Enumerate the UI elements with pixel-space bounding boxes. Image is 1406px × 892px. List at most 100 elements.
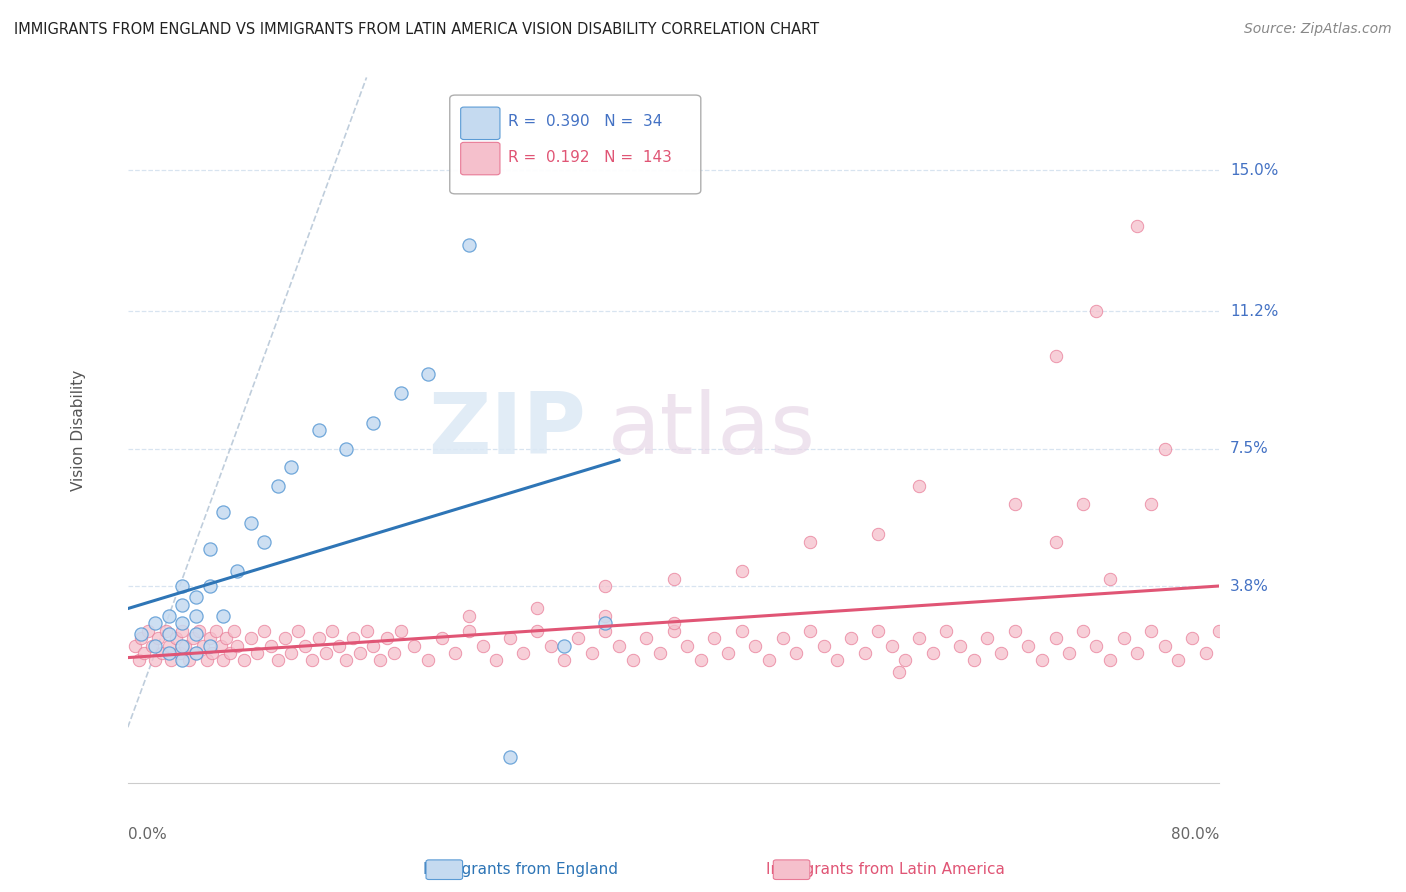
Point	[335, 653, 357, 667]
Point	[1167, 653, 1189, 667]
Point	[526, 601, 548, 615]
Point	[335, 442, 357, 456]
Point	[853, 646, 876, 660]
Point	[1071, 624, 1094, 638]
Point	[553, 653, 575, 667]
Point	[785, 646, 807, 660]
Point	[301, 653, 323, 667]
Point	[621, 653, 644, 667]
Point	[181, 631, 204, 645]
Point	[1099, 653, 1122, 667]
Point	[212, 608, 235, 623]
Point	[157, 639, 180, 653]
Point	[143, 653, 166, 667]
Point	[224, 624, 246, 638]
Point	[689, 653, 711, 667]
Point	[813, 639, 835, 653]
Text: 15.0%: 15.0%	[1230, 162, 1278, 178]
Point	[198, 631, 221, 645]
Point	[172, 579, 194, 593]
Point	[143, 616, 166, 631]
Point	[512, 646, 534, 660]
Point	[131, 627, 153, 641]
Point	[160, 653, 183, 667]
Point	[321, 624, 343, 638]
Point	[567, 631, 589, 645]
Point	[134, 646, 156, 660]
Point	[165, 631, 187, 645]
Point	[232, 653, 254, 667]
Point	[287, 624, 309, 638]
Point	[267, 479, 290, 493]
Point	[1153, 442, 1175, 456]
Point	[457, 624, 479, 638]
Point	[239, 631, 262, 645]
Point	[471, 639, 494, 653]
Point	[839, 631, 862, 645]
Point	[921, 646, 943, 660]
Text: Immigrants from England: Immigrants from England	[423, 863, 617, 877]
Point	[731, 564, 754, 578]
Point	[128, 653, 150, 667]
Point	[1208, 624, 1230, 638]
Point	[935, 624, 957, 638]
Point	[1153, 639, 1175, 653]
Point	[267, 653, 290, 667]
Point	[1085, 304, 1108, 318]
Point	[169, 646, 191, 660]
Point	[772, 631, 794, 645]
Point	[1099, 572, 1122, 586]
Point	[389, 624, 412, 638]
Point	[731, 624, 754, 638]
Point	[124, 639, 146, 653]
Text: Source: ZipAtlas.com: Source: ZipAtlas.com	[1244, 22, 1392, 37]
Point	[253, 624, 276, 638]
Point	[226, 639, 249, 653]
Point	[758, 653, 780, 667]
Point	[349, 646, 371, 660]
Point	[880, 639, 903, 653]
Point	[198, 639, 221, 653]
Point	[1031, 653, 1053, 667]
Point	[157, 608, 180, 623]
Point	[676, 639, 699, 653]
Point	[963, 653, 986, 667]
FancyBboxPatch shape	[461, 107, 501, 139]
Point	[212, 505, 235, 519]
Point	[157, 627, 180, 641]
Point	[1071, 498, 1094, 512]
Point	[184, 627, 207, 641]
Point	[363, 639, 385, 653]
Point	[195, 653, 218, 667]
Point	[294, 639, 316, 653]
Text: atlas: atlas	[607, 389, 815, 472]
Point	[457, 237, 479, 252]
Point	[172, 598, 194, 612]
Point	[595, 616, 617, 631]
Text: Immigrants from Latin America: Immigrants from Latin America	[766, 863, 1005, 877]
Point	[328, 639, 350, 653]
Point	[280, 646, 302, 660]
Point	[315, 646, 337, 660]
Point	[198, 541, 221, 556]
Point	[184, 608, 207, 623]
Point	[131, 631, 153, 645]
Point	[1140, 624, 1163, 638]
Point	[260, 639, 283, 653]
Text: 0.0%: 0.0%	[128, 828, 166, 843]
Point	[894, 653, 917, 667]
Text: R =  0.192   N =  143: R = 0.192 N = 143	[508, 150, 672, 165]
Point	[595, 608, 617, 623]
Point	[949, 639, 972, 653]
Point	[146, 631, 169, 645]
Point	[389, 386, 412, 401]
Point	[976, 631, 998, 645]
Point	[1126, 219, 1149, 233]
Text: 80.0%: 80.0%	[1171, 828, 1219, 843]
Point	[595, 624, 617, 638]
Point	[662, 616, 685, 631]
Point	[172, 624, 194, 638]
Point	[308, 631, 330, 645]
Point	[499, 750, 522, 764]
Point	[141, 639, 163, 653]
